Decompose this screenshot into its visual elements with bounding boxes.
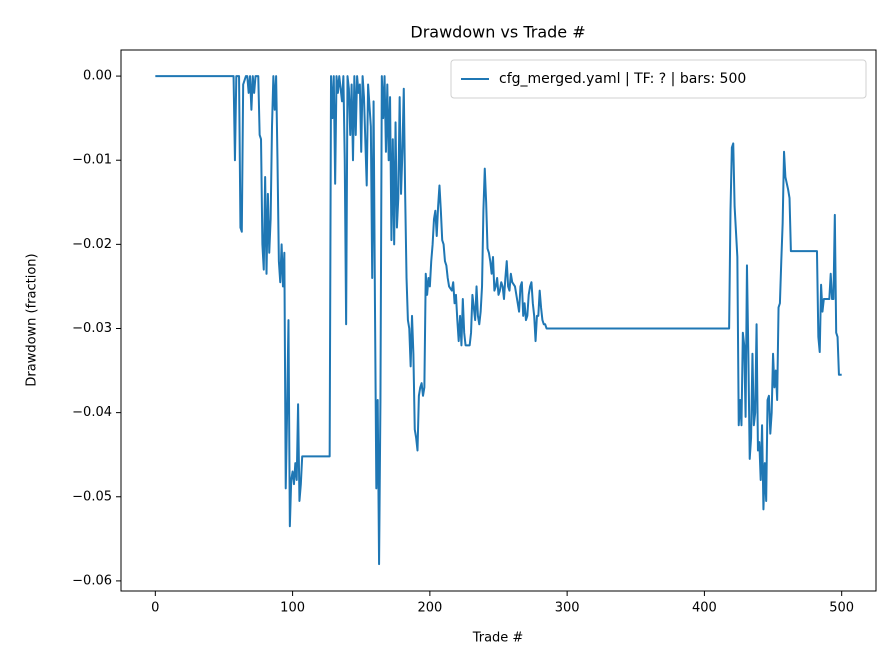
legend-box	[450, 59, 867, 99]
y-tick-label: 0.00	[83, 69, 112, 84]
x-tick-label: 200	[417, 601, 442, 616]
y-tick-label: −0.02	[72, 237, 112, 252]
x-tick-label: 500	[829, 601, 854, 616]
line-series	[155, 75, 842, 566]
x-tick-label: 100	[280, 601, 305, 616]
y-tick-label: −0.04	[72, 405, 112, 420]
x-tick-label: 400	[692, 601, 717, 616]
y-tick-label: −0.06	[72, 573, 112, 588]
y-axis-label: Drawdown (fraction)	[25, 253, 40, 386]
y-tick-label: −0.05	[72, 489, 112, 504]
chart-title: Drawdown vs Trade #	[410, 23, 585, 42]
plot-frame	[120, 49, 877, 592]
x-axis-label: Trade #	[472, 631, 524, 646]
legend-label: cfg_merged.yaml | TF: ? | bars: 500	[499, 71, 746, 87]
y-tick-label: −0.01	[72, 153, 112, 168]
y-tick-label: −0.03	[72, 321, 112, 336]
x-tick-label: 0	[151, 601, 159, 616]
x-tick-label: 300	[555, 601, 580, 616]
